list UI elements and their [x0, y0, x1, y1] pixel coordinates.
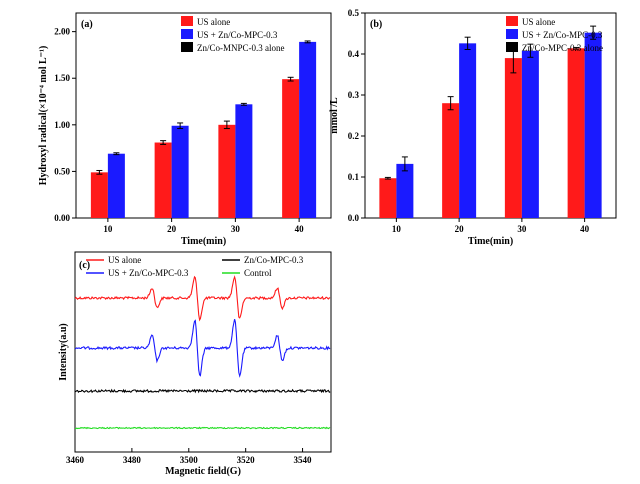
- x-tick-label: 40: [580, 224, 590, 234]
- legend-swatch: [506, 16, 518, 26]
- bar: [396, 163, 414, 218]
- y-axis-label: Intensity(a.u): [58, 323, 69, 381]
- legend-swatch: [506, 29, 518, 39]
- panel-label: (c): [79, 260, 90, 271]
- legend-label: US alone: [108, 255, 141, 265]
- plot-frame: [75, 12, 332, 219]
- x-tick-label: 3520: [237, 455, 256, 465]
- legend-label: US + Zn/Co-MPC-0.3: [108, 268, 189, 278]
- plot-frame: [364, 12, 617, 219]
- spectrum-line: [75, 426, 331, 430]
- bar: [299, 41, 317, 218]
- y-tick-label: 0.4: [348, 49, 360, 59]
- bar: [521, 50, 539, 218]
- y-axis-label: mmol /L: [329, 97, 340, 134]
- panel-a: 0.00 0.50 1.00 1.50 2.00 10 20 30 40 Time(min) Hyd…: [38, 12, 332, 247]
- panel-label: (a): [81, 19, 93, 30]
- x-tick-label: 10: [392, 224, 402, 234]
- spectrum-line: [74, 388, 331, 394]
- bar: [379, 178, 397, 218]
- x-tick-label: 20: [167, 224, 177, 234]
- bar: [171, 125, 189, 218]
- x-tick-label: 40: [295, 224, 305, 234]
- legend-label: US alone: [197, 17, 230, 27]
- bar: [235, 104, 253, 218]
- legend-swatch: [181, 29, 193, 39]
- y-tick-label: 0.5: [348, 8, 360, 18]
- x-tick-label: 3500: [180, 455, 199, 465]
- y-tick-label: 1.50: [54, 73, 70, 83]
- bar: [90, 172, 108, 218]
- spectrum-line: [74, 275, 331, 322]
- bar: [504, 58, 522, 218]
- x-tick-label: 3540: [294, 455, 313, 465]
- bar: [584, 32, 602, 219]
- legend-label: US alone: [522, 17, 555, 27]
- x-tick-label: 3480: [123, 455, 142, 465]
- panel-c: 3460 3480 3500 3520 3540 US alone US + Zn/Co-M…: [58, 251, 332, 477]
- panel-label: (b): [370, 19, 382, 30]
- legend-label: Zn/Co-MPC-0.3 alone: [522, 43, 603, 53]
- y-tick-label: 1.00: [54, 120, 70, 130]
- bar: [107, 153, 125, 218]
- legend-label: US + Zn/Co-MPC-0.3: [197, 30, 278, 40]
- legend-swatch: [506, 42, 518, 52]
- y-axis-label: Hydroxyl radical(×10⁻⁴ mol L⁻¹): [38, 46, 49, 186]
- x-tick-label: 10: [103, 224, 113, 234]
- bar: [567, 48, 585, 219]
- legend-swatch: [181, 42, 193, 52]
- legend-label: Zn/Co-MNPC-0.3 alone: [197, 43, 285, 53]
- x-tick-label: 30: [231, 224, 241, 234]
- bar: [154, 142, 172, 218]
- x-axis-label: Magnetic field(G): [165, 466, 241, 477]
- bar: [218, 124, 236, 218]
- legend-label: Control: [244, 268, 272, 278]
- y-tick-label: 0.00: [54, 213, 70, 223]
- legend-swatch: [181, 16, 193, 26]
- legend-label: US + Zn/Co-MPC-0.3: [522, 30, 603, 40]
- y-tick-label: 0.0: [348, 213, 360, 223]
- plot-frame: [74, 251, 332, 453]
- x-tick-label: 20: [455, 224, 465, 234]
- spectrum-line: [74, 319, 331, 378]
- legend-label: Zn/Co-MPC-0.3: [244, 255, 304, 265]
- bar: [442, 103, 460, 218]
- y-tick-label: 0.2: [348, 131, 360, 141]
- x-axis-label: Time(min): [181, 236, 226, 247]
- y-tick-label: 0.50: [54, 166, 70, 176]
- bar: [459, 43, 477, 219]
- bar: [282, 79, 300, 218]
- y-tick-label: 2.00: [54, 27, 70, 37]
- panel-b: 0.0 0.1 0.2 0.3 0.4 0.5 10 20 30 40 Time(min) mmol …: [329, 8, 617, 247]
- x-tick-label: 30: [517, 224, 527, 234]
- x-tick-label: 3460: [66, 455, 85, 465]
- x-axis-label: Time(min): [468, 236, 513, 247]
- y-tick-label: 0.1: [348, 172, 360, 182]
- y-tick-label: 0.3: [348, 90, 360, 100]
